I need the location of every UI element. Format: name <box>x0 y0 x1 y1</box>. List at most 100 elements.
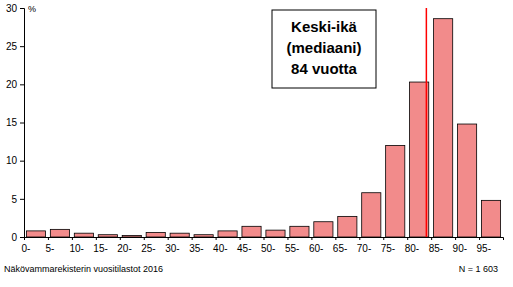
y-tick: 15 <box>6 117 24 128</box>
bar <box>266 230 285 237</box>
x-tick-label: 15- <box>93 243 107 254</box>
y-tick-label: 5 <box>11 194 17 205</box>
x-tick: 95- <box>477 237 491 254</box>
x-tick-label: 45- <box>237 243 251 254</box>
x-tick-label: 70- <box>357 243 371 254</box>
x-axis-line <box>25 238 504 241</box>
x-tick: 10- <box>69 237 83 254</box>
x-tick-mark <box>48 237 49 240</box>
bar <box>122 235 141 237</box>
x-tick: 30- <box>165 237 179 254</box>
y-tick-mark <box>20 161 24 162</box>
x-tick: 45- <box>237 237 251 254</box>
x-tick-label: 10- <box>69 243 83 254</box>
x-tick: 15- <box>93 237 107 254</box>
x-tick-mark <box>264 237 265 240</box>
bar <box>194 235 213 237</box>
x-tick-label: 80- <box>405 243 419 254</box>
x-tick-mark <box>431 237 432 240</box>
x-tick-mark <box>383 237 384 240</box>
bar <box>26 231 45 237</box>
x-tick-mark <box>407 237 408 240</box>
bar <box>242 226 261 237</box>
bar <box>314 222 333 237</box>
x-tick: 25- <box>141 237 155 254</box>
x-tick: 40- <box>213 237 227 254</box>
x-tick-label: 5- <box>45 243 54 254</box>
x-tick: 70- <box>357 237 371 254</box>
x-tick-label: 35- <box>189 243 203 254</box>
bar <box>146 232 165 237</box>
y-tick: 25 <box>6 41 24 52</box>
x-tick-mark <box>144 237 145 240</box>
bar <box>362 193 381 237</box>
x-tick-mark <box>359 237 360 240</box>
plot-area <box>26 8 500 237</box>
bar <box>170 233 189 237</box>
x-tick-mark <box>24 237 25 240</box>
bar <box>74 233 93 237</box>
bar <box>50 229 69 237</box>
x-tick-mark <box>192 237 193 240</box>
x-tick-mark <box>72 237 73 240</box>
y-tick: 5 <box>11 194 24 205</box>
x-tick-label: 60- <box>309 243 323 254</box>
annotation: Keski-ikä(mediaani)84 vuotta <box>272 10 376 88</box>
x-tick: 75- <box>381 237 395 254</box>
x-tick: 5- <box>45 237 54 254</box>
y-tick-mark <box>20 199 24 200</box>
bar <box>481 200 500 237</box>
x-tick-mark <box>287 237 288 240</box>
y-tick-label: 30 <box>6 3 18 14</box>
y-tick-label: 0 <box>11 232 17 243</box>
x-tick-label: 75- <box>381 243 395 254</box>
x-tick: 80- <box>405 237 419 254</box>
x-tick-mark <box>168 237 169 240</box>
x-axis: 0- 5- 10- 15- 20- 25- 30- 35- 40- 45- 50- 55- 60- 65-… <box>22 237 504 254</box>
x-tick-label: 50- <box>261 243 275 254</box>
x-tick-label: 40- <box>213 243 227 254</box>
x-tick-mark <box>479 237 480 240</box>
bar <box>457 124 476 237</box>
x-tick-label: 0- <box>22 243 31 254</box>
y-axis: 0 5 10 15 20 25 30 <box>6 3 25 243</box>
x-tick-mark <box>335 237 336 240</box>
x-tick-mark <box>455 237 456 240</box>
y-tick-mark <box>20 84 24 85</box>
x-tick: 60- <box>309 237 323 254</box>
x-tick: 85- <box>429 237 443 254</box>
bar <box>290 226 309 237</box>
x-tick-mark <box>120 237 121 240</box>
x-tick-mark <box>240 237 241 240</box>
y-tick-label: 15 <box>6 117 18 128</box>
y-tick-label: 10 <box>6 155 18 166</box>
annotation-text: Keski-ikä <box>291 18 358 35</box>
chart: 0 5 10 15 20 25 30 0- 5- 10- 15- 20- 25- 30- 35- 40- 45-… <box>0 0 513 287</box>
annotation-text: (mediaani) <box>286 39 361 56</box>
y-tick: 20 <box>6 79 24 90</box>
bar <box>98 235 117 237</box>
source: Näkövammarekisterin vuositilastot 2016 <box>4 264 163 274</box>
median-line <box>426 8 428 237</box>
bar <box>434 19 453 237</box>
x-tick-label: 95- <box>477 243 491 254</box>
x-tick: 20- <box>117 237 131 254</box>
x-tick-label: 85- <box>429 243 443 254</box>
y-tick-mark <box>20 123 24 124</box>
x-tick: 50- <box>261 237 275 254</box>
bar <box>338 216 357 237</box>
x-tick: 55- <box>285 237 299 254</box>
x-tick: 35- <box>189 237 203 254</box>
y-tick: 10 <box>6 155 24 166</box>
y-tick: 30 <box>6 3 24 14</box>
annotation-box <box>272 10 376 88</box>
y-tick: 0 <box>11 232 24 243</box>
y-tick-mark <box>20 46 24 47</box>
y-axis-title: % <box>28 4 36 14</box>
x-tick-label: 20- <box>117 243 131 254</box>
x-tick-mark <box>311 237 312 240</box>
x-tick: 65- <box>333 237 347 254</box>
x-tick-label: 65- <box>333 243 347 254</box>
x-tick: 90- <box>453 237 467 254</box>
x-tick-mark <box>96 237 97 240</box>
